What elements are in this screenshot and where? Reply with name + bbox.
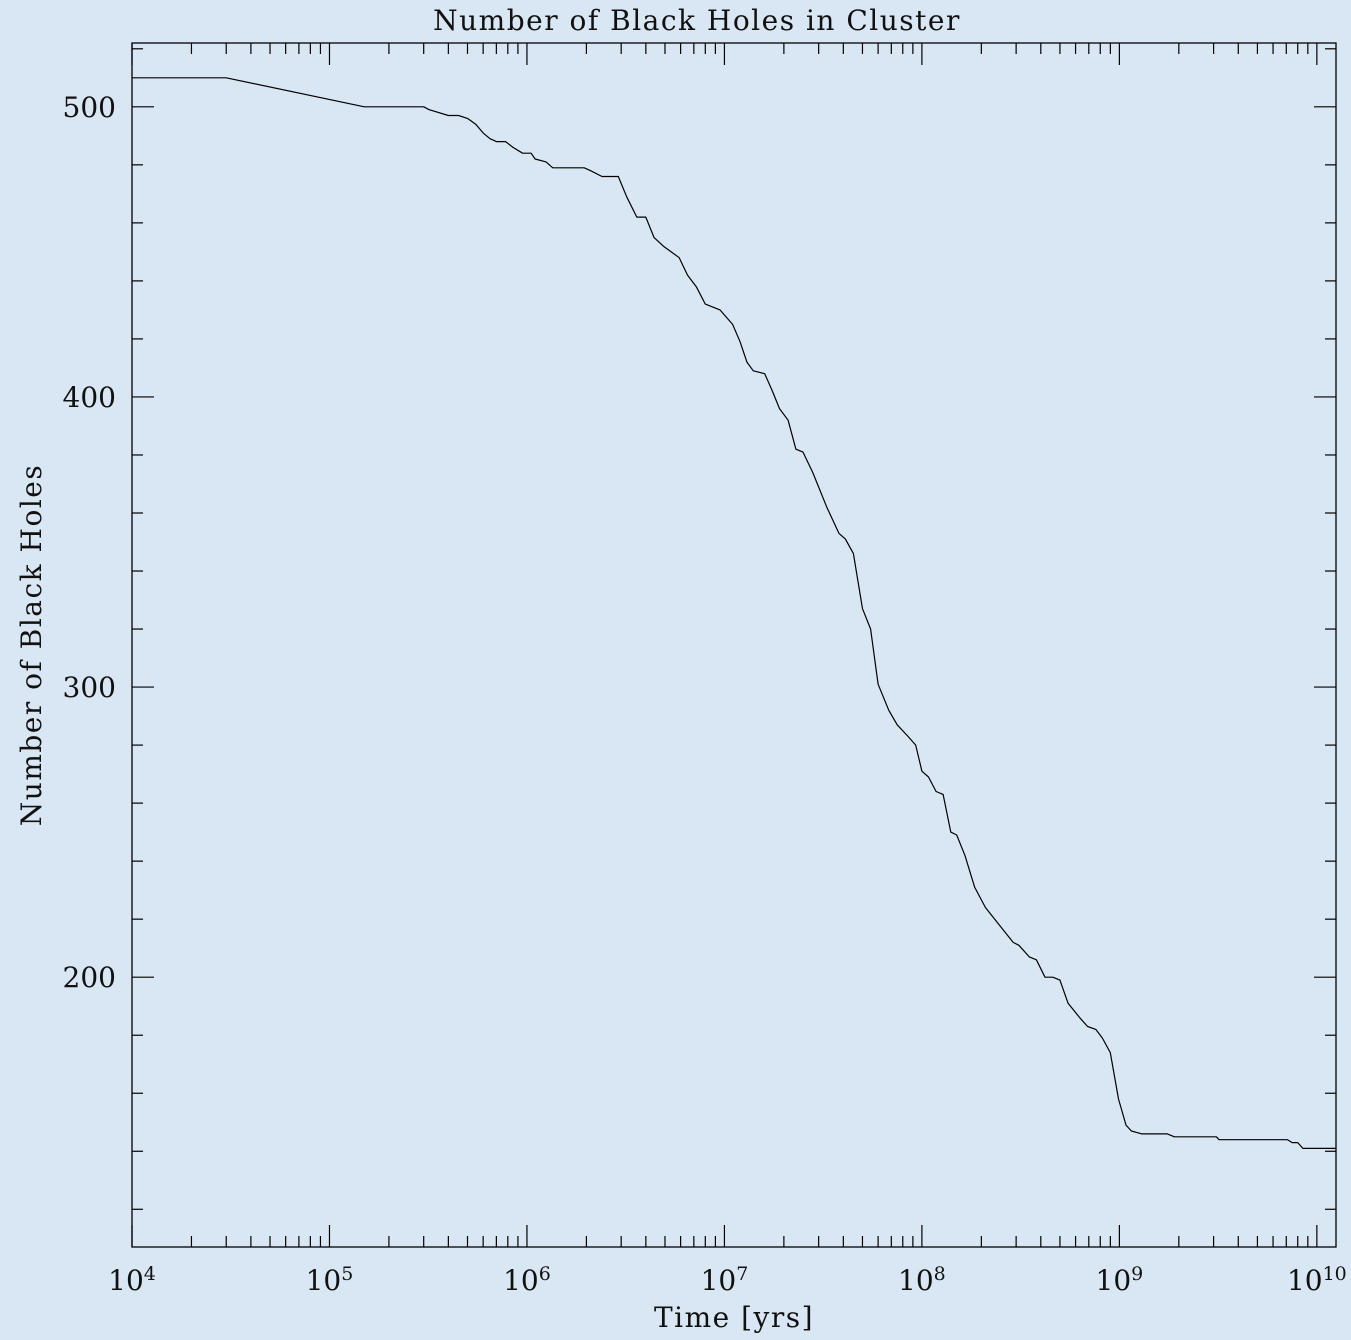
y-tick-label: 300 <box>63 671 116 704</box>
chart-title: Number of Black Holes in Cluster <box>433 4 961 37</box>
plot-area <box>131 42 1337 1248</box>
series-line <box>132 77 1336 1149</box>
x-axis-tick-labels: 104 105 106 107 108 109 1010 <box>108 1263 1347 1297</box>
x-axis-ticks <box>131 43 1318 1247</box>
x-tick-label: 106 <box>503 1263 551 1297</box>
x-axis-label: Time [yrs] <box>654 1301 814 1334</box>
y-tick-label: 400 <box>63 381 116 414</box>
y-axis-label: Number of Black Holes <box>15 464 48 826</box>
y-tick-label: 500 <box>63 91 116 124</box>
x-tick-label: 109 <box>1096 1263 1144 1297</box>
y-tick-label: 200 <box>63 961 116 994</box>
x-tick-label: 1010 <box>1287 1263 1347 1297</box>
x-tick-label: 105 <box>306 1263 354 1297</box>
x-tick-label: 104 <box>108 1263 156 1297</box>
x-tick-label: 107 <box>701 1263 749 1297</box>
y-axis-tick-labels: 200 300 400 500 <box>63 91 116 994</box>
y-axis-ticks <box>132 48 1336 1210</box>
x-tick-label: 108 <box>898 1263 946 1297</box>
